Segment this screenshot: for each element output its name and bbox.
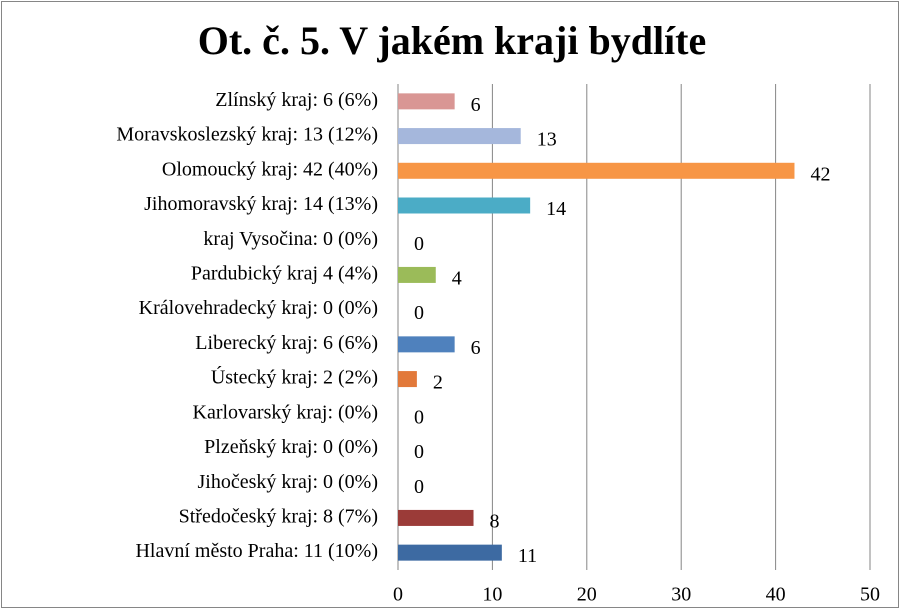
data-label: 11 bbox=[518, 545, 537, 567]
data-label: 6 bbox=[471, 94, 481, 116]
data-label: 4 bbox=[452, 268, 462, 290]
data-label: 0 bbox=[414, 406, 424, 428]
bar bbox=[398, 266, 436, 283]
bar bbox=[398, 197, 531, 214]
x-tick-label: 30 bbox=[671, 584, 691, 606]
bar bbox=[398, 162, 795, 179]
data-label: 13 bbox=[537, 129, 557, 151]
y-tick-label: Plzeňský kraj: 0 (0%) bbox=[204, 436, 378, 458]
y-tick-label: Jihomoravský kraj: 14 (13%) bbox=[144, 193, 378, 215]
data-label: 0 bbox=[414, 441, 424, 463]
bar bbox=[398, 128, 521, 145]
y-tick-label: Liberecký kraj: 6 (6%) bbox=[195, 332, 378, 354]
x-tick-label: 20 bbox=[577, 584, 597, 606]
x-tick-label: 40 bbox=[766, 584, 786, 606]
y-tick-label: Olomoucký kraj: 42 (40%) bbox=[162, 158, 378, 180]
y-tick-label: Zlínský kraj: 6 (6%) bbox=[215, 89, 378, 111]
y-tick-label: kraj Vysočina: 0 (0%) bbox=[203, 228, 378, 250]
data-label: 6 bbox=[471, 337, 481, 359]
y-tick-label: Hlavní město Praha: 11 (10%) bbox=[135, 540, 378, 562]
y-tick-label: Moravskoslezský kraj: 13 (12%) bbox=[116, 124, 378, 146]
chart-title: Ot. č. 5. V jakém kraji bydlíte bbox=[198, 18, 707, 63]
data-label: 0 bbox=[414, 302, 424, 324]
bar bbox=[398, 371, 417, 388]
bar bbox=[398, 544, 502, 561]
y-tick-label: Středočeský kraj: 8 (7%) bbox=[179, 506, 378, 528]
y-tick-label: Jihočeský kraj: 0 (0%) bbox=[197, 471, 378, 493]
data-label: 42 bbox=[810, 163, 830, 185]
y-tick-label: Karlovarský kraj: (0%) bbox=[193, 401, 379, 423]
data-label: 8 bbox=[490, 511, 500, 533]
data-label: 0 bbox=[414, 476, 424, 498]
data-label: 2 bbox=[433, 372, 443, 394]
data-label: 0 bbox=[414, 233, 424, 255]
x-tick-label: 0 bbox=[393, 584, 403, 606]
bar bbox=[398, 509, 474, 526]
data-label: 14 bbox=[546, 198, 566, 220]
y-tick-label: Ústecký kraj: 2 (2%) bbox=[211, 365, 378, 389]
y-tick-label: Královehradecký kraj: 0 (0%) bbox=[139, 297, 378, 319]
bar bbox=[398, 336, 455, 353]
x-tick-label: 10 bbox=[482, 584, 502, 606]
x-tick-label: 50 bbox=[860, 584, 880, 606]
bar bbox=[398, 93, 455, 110]
y-tick-label: Pardubický kraj 4 (4%) bbox=[191, 263, 378, 285]
